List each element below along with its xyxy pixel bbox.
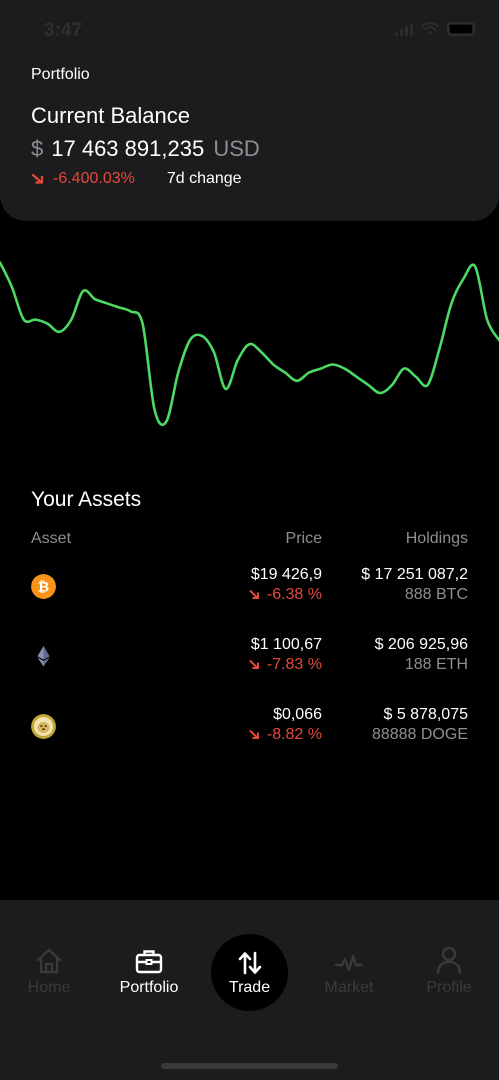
trend-down-icon [31,173,44,184]
bitcoin-icon: ₿ [31,574,56,599]
assets-title: Your Assets [31,488,142,511]
asset-holdings: $ 5 878,075 88888 DOGE [372,705,468,745]
price-change-value: -8.82 % [266,726,322,743]
portfolio-header-card: 3:47 Portfolio Current Balance $17 463 8… [0,0,499,221]
balance-title: Current Balance [31,103,190,128]
status-time: 3:47 [44,20,83,41]
asset-price: $0,066 -8.82 % [249,705,322,745]
balance-value: 17 463 891,235 [51,136,205,161]
tab-label: Home [27,979,71,996]
change-period-label: 7d change [166,170,242,187]
balance-change: -6.400.03% 7d change [31,170,242,188]
trend-down-icon [249,660,259,669]
wifi-icon [421,22,439,35]
home-icon [36,948,62,974]
holding-value: $ 206 925,96 [374,636,468,653]
section-title: Portfolio [31,66,90,83]
price-change: -7.83 % [249,655,322,675]
asset-price: $19 426,9 -6.38 % [249,565,322,605]
tab-label: Market [324,979,374,996]
price-change: -8.82 % [249,725,322,745]
signal-icon [395,22,413,36]
price-change: -6.38 % [249,585,322,605]
briefcase-icon [135,950,163,974]
pulse-icon [334,954,364,972]
chart-series-line [0,261,499,427]
status-icons [395,22,475,36]
tab-label: Portfolio [119,979,179,996]
asset-holdings: $ 17 251 087,2 888 BTC [361,565,468,605]
trend-down-icon [249,730,259,739]
asset-holdings: $ 206 925,96 188 ETH [375,635,468,675]
svg-text:₿: ₿ [38,580,49,596]
tab-bar: Home Portfolio Trade Market [0,900,499,1080]
balance-chart [0,261,499,427]
price-value: $1 100,67 [250,636,322,653]
currency-symbol: $ [31,136,44,161]
column-header-holdings[interactable]: Holdings [405,530,468,547]
holding-quantity: 88888 DOGE [371,726,468,743]
price-value: $19 426,9 [250,566,322,583]
person-icon [436,946,462,975]
trend-down-icon [249,590,259,599]
holding-value: $ 5 878,075 [383,706,468,723]
battery-icon [447,22,475,36]
price-value: $0,066 [273,706,322,723]
status-bar: 3:47 [0,0,499,58]
change-value: -6.400.03% [53,170,135,187]
tab-portfolio[interactable]: Portfolio [104,945,194,997]
balance-unit: USD [213,136,260,161]
tab-profile[interactable]: Profile [404,945,494,997]
tab-market[interactable]: Market [304,945,394,997]
trade-button[interactable]: Trade [211,934,288,1011]
swap-arrows-icon [238,951,261,975]
asset-row-btc[interactable]: ₿ $19 426,9 -6.38 % $ 17 251 087,2 888 B… [0,565,499,609]
tab-label: Trade [228,979,271,996]
asset-row-eth[interactable]: $1 100,67 -7.83 % $ 206 925,96 188 ETH [0,635,499,679]
column-header-price[interactable]: Price [285,530,322,547]
holding-quantity: 188 ETH [404,656,468,673]
holding-quantity: 888 BTC [404,586,468,603]
asset-row-doge[interactable]: $0,066 -8.82 % $ 5 878,075 88888 DOGE [0,705,499,749]
asset-price: $1 100,67 -7.83 % [249,635,322,675]
tab-home[interactable]: Home [4,945,94,997]
balance-amount: $17 463 891,235 USD [31,136,260,162]
column-header-asset[interactable]: Asset [31,530,72,547]
price-change-value: -6.38 % [266,586,322,603]
home-indicator [161,1063,338,1069]
dogecoin-icon [31,714,56,739]
tab-label: Profile [426,979,472,996]
ethereum-icon [37,646,50,667]
price-change-value: -7.83 % [266,656,322,673]
holding-value: $ 17 251 087,2 [361,566,468,583]
